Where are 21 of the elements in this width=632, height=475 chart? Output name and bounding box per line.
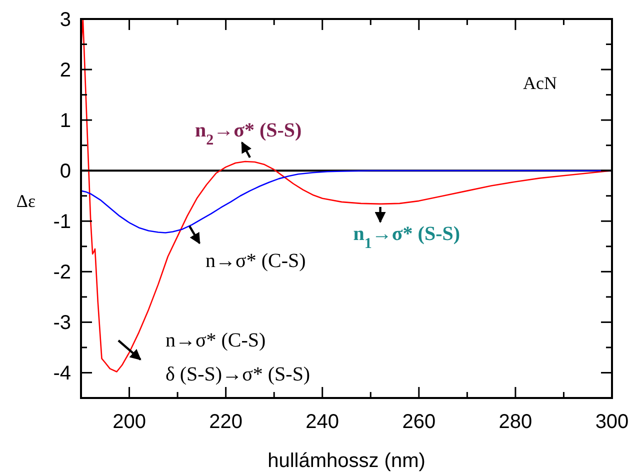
y-tick-label: -1 [53,211,71,234]
y-tick-label: -3 [53,312,71,334]
x-tick-label: 300 [595,411,629,433]
y-tick-label: -4 [53,362,71,385]
annotation: AcN [523,73,557,93]
y-tick-label: -2 [53,262,71,284]
annotation: n→σ* (C-S) δ (S-S)→σ* (S-S) [165,330,310,386]
annotation: n$_{1}$→σ* (S-S) [353,222,460,252]
x-tick-label: 200 [112,411,146,433]
annotation: n→σ* (C-S) [206,250,306,272]
x-tick-label: 220 [209,411,243,433]
annotation: n$_{2}$→σ* (S-S) [194,120,302,149]
x-tick-label: 260 [402,411,436,433]
y-tick-label: 0 [60,160,71,183]
y-axis-title: Δε [16,191,36,212]
y-tick-label: 2 [60,60,71,82]
x-tick-label: 280 [498,411,532,433]
y-tick-label: 3 [60,9,71,31]
x-tick-label: 240 [306,411,340,433]
x-axis-title: hullámhossz (nm) [268,450,426,472]
y-tick-label: 1 [60,110,71,132]
